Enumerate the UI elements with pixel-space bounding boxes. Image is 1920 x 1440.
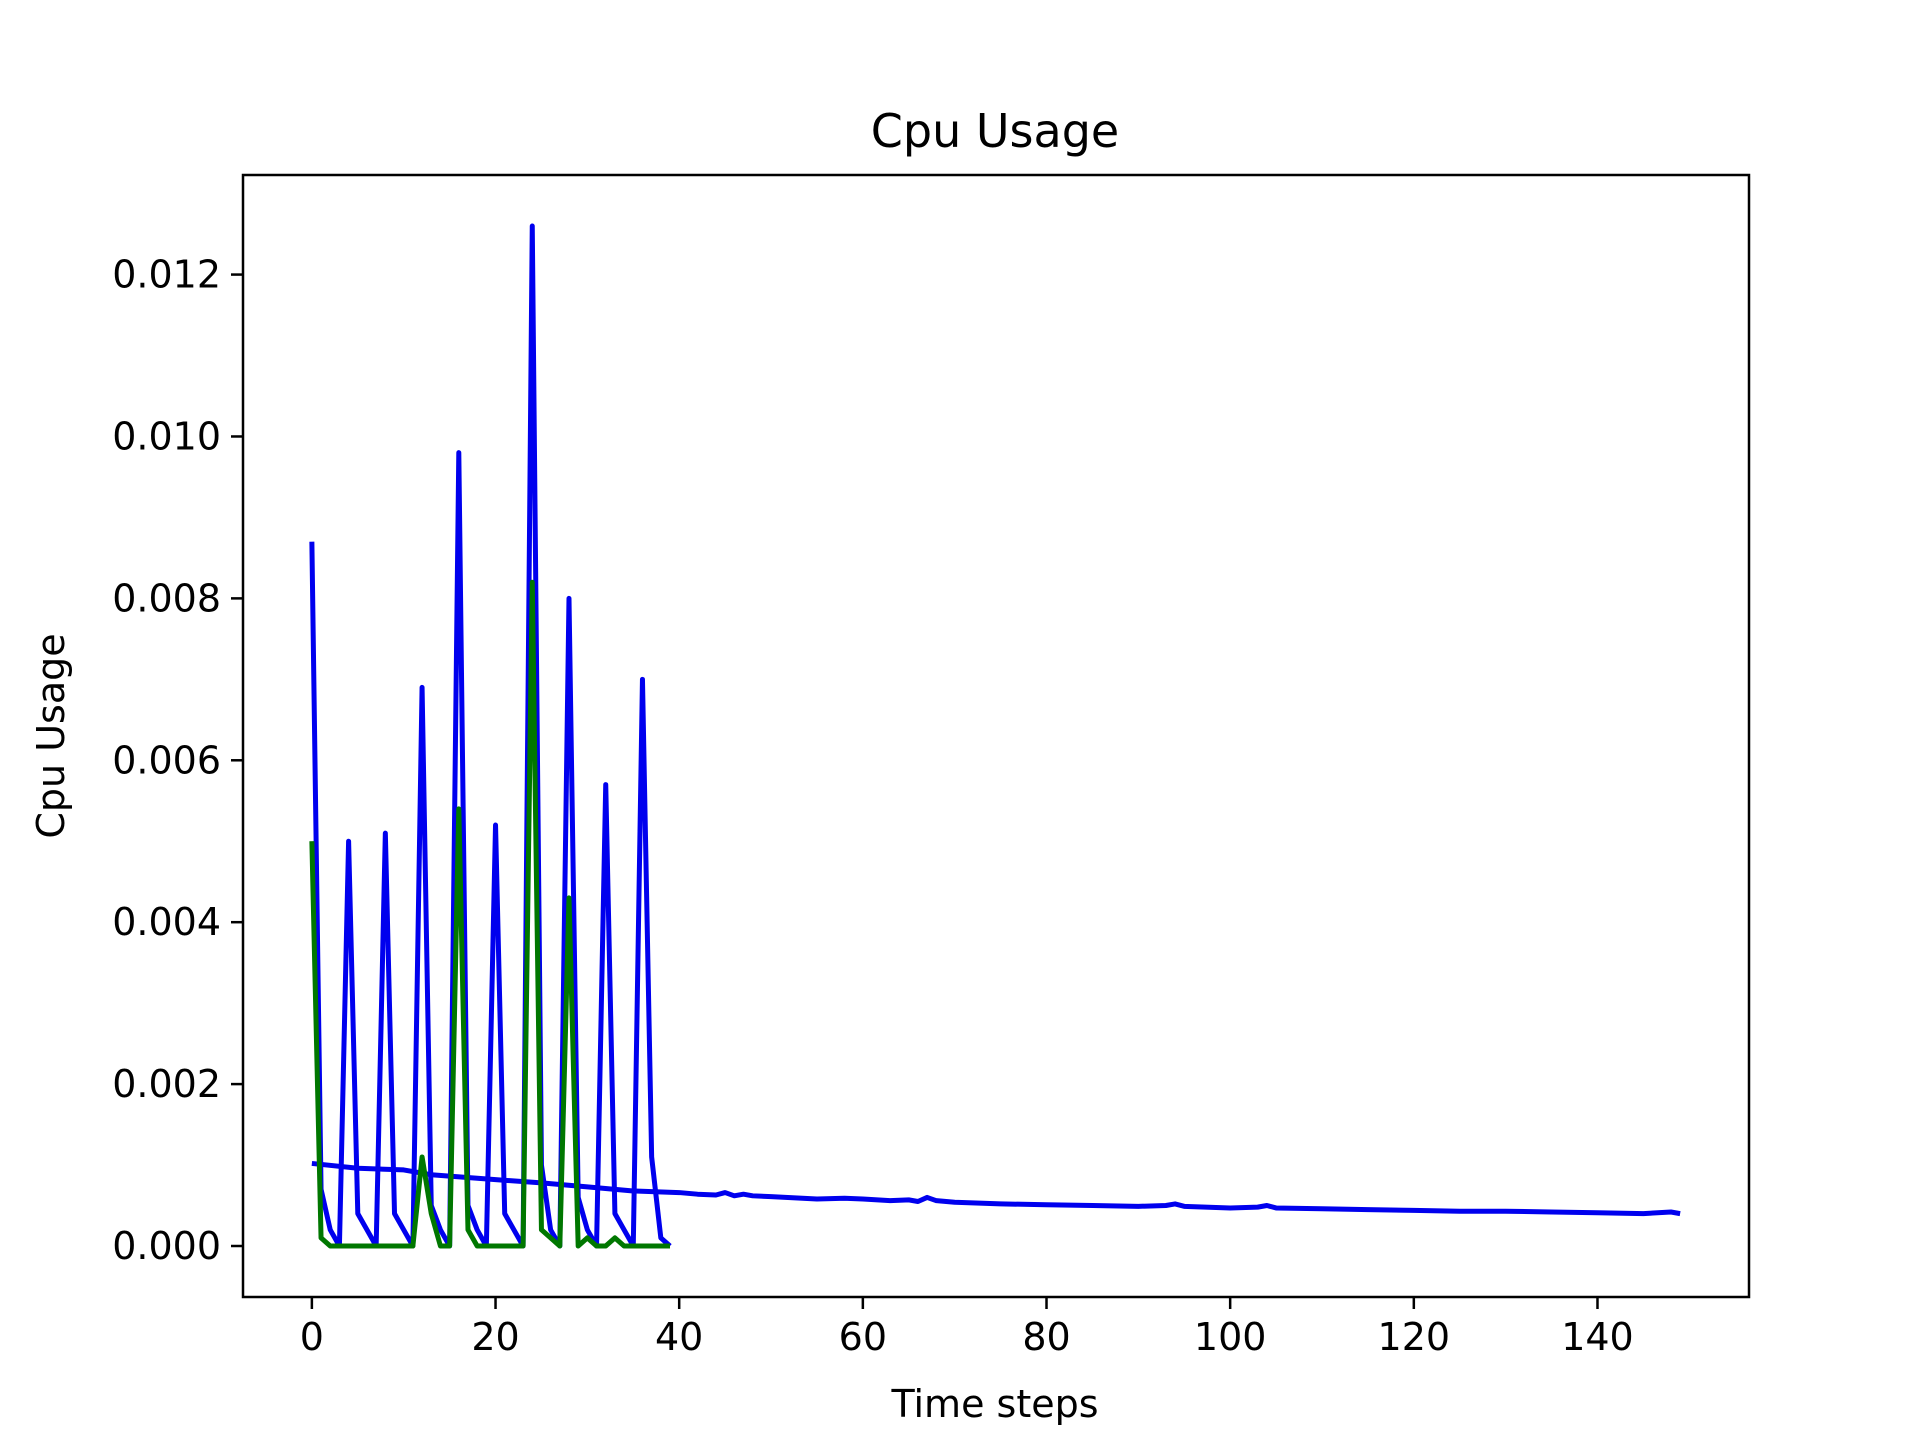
x-tick-label: 100 <box>1194 1315 1267 1359</box>
x-axis-label: Time steps <box>890 1382 1098 1426</box>
y-tick-label: 0.004 <box>112 900 221 944</box>
x-tick-label: 140 <box>1561 1315 1634 1359</box>
y-tick-label: 0.008 <box>112 576 221 620</box>
y-tick-label: 0.010 <box>112 414 221 458</box>
series-line-2 <box>311 1160 1681 1217</box>
series-layer <box>309 223 1681 1249</box>
y-tick-label: 0.006 <box>112 738 221 782</box>
y-tick-label: 0.000 <box>112 1224 221 1268</box>
y-axis-label: Cpu Usage <box>29 633 73 838</box>
x-tick-label: 20 <box>471 1315 519 1359</box>
x-tick-label: 60 <box>839 1315 887 1359</box>
axes-frame <box>241 173 1751 1299</box>
x-tick-label: 0 <box>300 1315 324 1359</box>
x-tick-label: 80 <box>1022 1315 1070 1359</box>
series-line-3 <box>309 579 671 1249</box>
series-line-1 <box>309 223 672 1249</box>
chart-title: Cpu Usage <box>871 104 1119 158</box>
y-tick-label: 0.002 <box>112 1062 221 1106</box>
y-tick-label: 0.012 <box>112 253 221 297</box>
x-tick-label: 120 <box>1378 1315 1451 1359</box>
y-axis: 0.000 0.002 0.004 0.006 0.008 0.010 0.012 <box>112 253 243 1268</box>
x-axis: 0 20 40 60 80 100 120 140 <box>300 1297 1634 1359</box>
x-tick-label: 40 <box>655 1315 703 1359</box>
plot-area <box>241 173 1751 1299</box>
